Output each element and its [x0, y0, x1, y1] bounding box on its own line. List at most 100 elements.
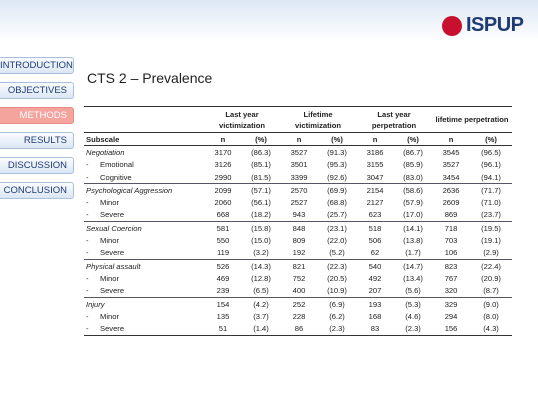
table-cell: (8.7) [483, 286, 499, 296]
subscale-cell: - Minor [84, 196, 204, 208]
table-row: Negotiation 3170 (86.3) 3527 (91.3) 3186 (86.7… [84, 145, 513, 159]
table-cell: (5.3) [394, 296, 433, 311]
bullet: - [86, 248, 89, 258]
table-cell: (10.9) [327, 286, 347, 296]
table-cell: 848 [280, 221, 319, 235]
table-cell: 51 [204, 322, 242, 336]
nav-button[interactable]: DISCUSSION [0, 157, 74, 174]
subscale-label: Sexual Coercion [86, 223, 142, 233]
bullet: - [86, 210, 89, 220]
subheader-cell: Subscale [84, 132, 204, 147]
logo-text: ISPUP [466, 14, 524, 36]
table-cell: 767 [444, 273, 458, 283]
table-cell: (4.3) [470, 322, 513, 336]
nav-button[interactable]: OBJECTIVES [0, 82, 74, 99]
header-cell [84, 106, 204, 133]
table-cell: (57.1) [242, 183, 281, 197]
table-cell: (6.2) [329, 311, 345, 321]
logo: ISPUP [442, 14, 524, 37]
subscale-label: Minor [100, 311, 119, 321]
table-cell: 623 [368, 210, 382, 220]
table-cell: 2609 [442, 198, 460, 208]
subscale-cell: Physical assault [84, 258, 204, 273]
table-cell: 135 [216, 311, 230, 321]
table-cell: (19.1) [481, 236, 501, 246]
table-cell: 156 [432, 322, 471, 336]
table-cell: (1.7) [405, 248, 421, 258]
nav-button[interactable]: RESULTS [0, 132, 74, 149]
table-cell: 540 [356, 258, 395, 273]
table-row: - Emotional 3126 (85.1) 3501 (95.3) 3155 (85.9)… [84, 159, 512, 171]
subheader-cell: n [204, 132, 242, 147]
table-cell: (17.0) [403, 210, 423, 220]
group-header: Last year victimization [204, 106, 281, 133]
subheader-cell: (%) [318, 132, 357, 147]
subscale-label: Severe [100, 286, 125, 296]
table-cell: 718 [432, 221, 471, 235]
table-cell: 3454 [442, 172, 460, 182]
bullet: - [86, 311, 89, 321]
table-cell: 3501 [290, 160, 308, 170]
table-cell: 668 [216, 210, 230, 220]
table-cell: 703 [444, 236, 458, 246]
group-header-row: Last year victimization Lifetime victimiz… [84, 106, 513, 133]
table-cell: 2636 [432, 183, 471, 197]
table-cell: (5.2) [329, 248, 345, 258]
table-cell: 823 [432, 258, 471, 273]
subscale-cell: Injury [84, 296, 204, 311]
table-row: - Minor 469 (12.8) 752 (20.5) 492 (13.4) 767 (20.… [84, 272, 512, 284]
table-cell: (22.0) [327, 236, 347, 246]
bullet: - [86, 236, 89, 246]
table-cell: (22.3) [318, 258, 357, 273]
table-row: - Severe 239 (6.5) 400 (10.9) 207 (5.6) 320 (8.7) [84, 285, 512, 298]
subscale-cell: - Minor [84, 272, 204, 284]
table-cell: 239 [216, 286, 230, 296]
nav-button[interactable]: METHODS [0, 107, 74, 124]
nav-button[interactable]: INTRODUCTION [0, 57, 74, 74]
subscale-cell: Sexual Coercion [84, 221, 204, 235]
table-cell: (23.7) [481, 210, 501, 220]
table-row: Psychological Aggression 2099 (57.1) 2570 (6… [84, 183, 513, 197]
table-cell: (3.7) [253, 311, 269, 321]
table-cell: (15.8) [242, 221, 281, 235]
bullet: - [86, 172, 89, 182]
subscale-label: Severe [100, 324, 125, 334]
table-row: Physical assault 526 (14.3) 821 (22.3) 540 (14… [84, 258, 513, 273]
subscale-cell: - Severe [84, 209, 204, 222]
table-cell: 2570 [280, 183, 319, 197]
table-cell: 821 [280, 258, 319, 273]
table-cell: (14.3) [242, 258, 281, 273]
table-cell: 119 [216, 248, 230, 258]
table-cell: (57.9) [403, 198, 423, 208]
subscale-label: Severe [100, 210, 125, 220]
table-cell: (13.4) [403, 273, 423, 283]
prevalence-table: Last year victimization Lifetime victimiz… [84, 106, 513, 336]
subscale-label: Emotional [100, 160, 134, 170]
table-cell: (56.1) [251, 198, 271, 208]
bullet: - [86, 198, 89, 208]
table-cell: 3186 [356, 145, 395, 159]
subheader-cell: n [432, 132, 471, 147]
table-cell: (86.7) [394, 145, 433, 159]
subscale-label: Minor [100, 236, 119, 246]
table-cell: 62 [370, 248, 380, 258]
subscale-label: Negotiation [86, 147, 125, 157]
table-cell: (69.9) [318, 183, 357, 197]
nav-button[interactable]: CONCLUSION [0, 182, 74, 199]
group-header: Last year perpetration [356, 106, 433, 133]
group-header: Lifetime victimization [280, 106, 357, 133]
table-cell: 294 [444, 311, 458, 321]
subscale-cell: - Severe [84, 247, 204, 260]
subscale-cell: - Cognitive [84, 171, 204, 184]
table-cell: (19.5) [470, 221, 513, 235]
table-cell: (18.2) [251, 210, 271, 220]
subscale-cell: Psychological Aggression [84, 183, 204, 197]
table-cell: 869 [444, 210, 458, 220]
table-cell: 193 [356, 296, 395, 311]
table-cell: (2.9) [483, 248, 499, 258]
table-cell: (20.5) [327, 273, 347, 283]
table-cell: 2099 [204, 183, 242, 197]
table-row: Injury 154 (4.2) 252 (6.9) 193 (5.3) 329 (9.0) [84, 296, 513, 311]
subscale-label: Psychological Aggression [86, 185, 173, 195]
